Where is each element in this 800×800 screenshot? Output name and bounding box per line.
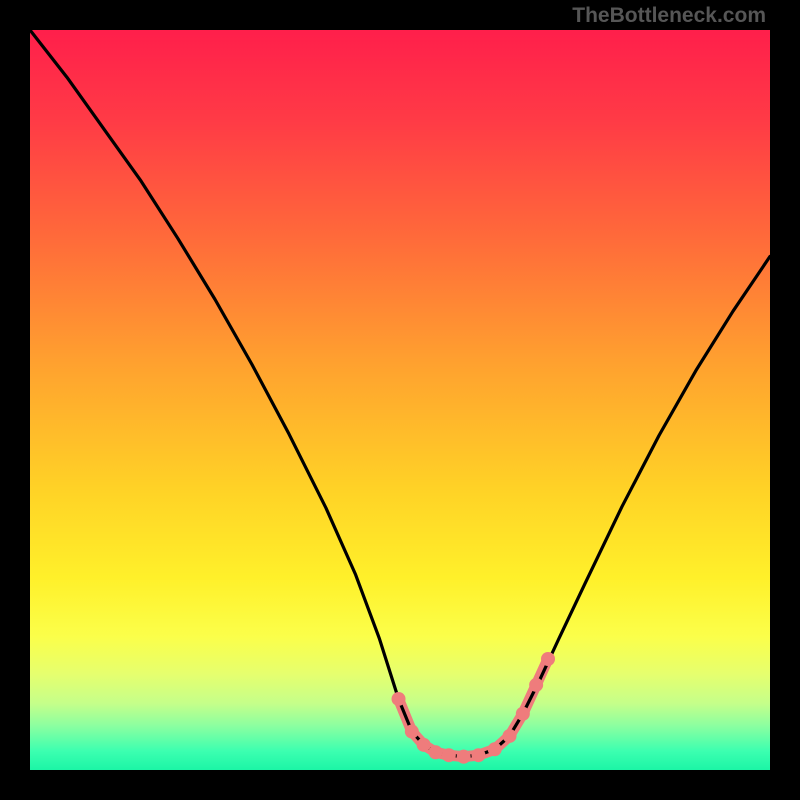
watermark-text: TheBottleneck.com [572,4,766,28]
curve-layer [30,30,770,770]
marker-dot [442,748,456,762]
marker-dot [417,738,431,752]
marker-dot [503,729,517,743]
marker-dot [529,678,543,692]
marker-dot [541,652,555,666]
marker-dot [405,725,419,739]
marker-dot [392,692,406,706]
bottleneck-curve [30,30,770,757]
plot-area [30,30,770,770]
marker-dot [488,742,502,756]
marker-dot [429,745,443,759]
marker-dot [457,750,471,764]
marker-dot [471,748,485,762]
chart-frame: TheBottleneck.com [0,0,800,800]
marker-dot [516,707,530,721]
